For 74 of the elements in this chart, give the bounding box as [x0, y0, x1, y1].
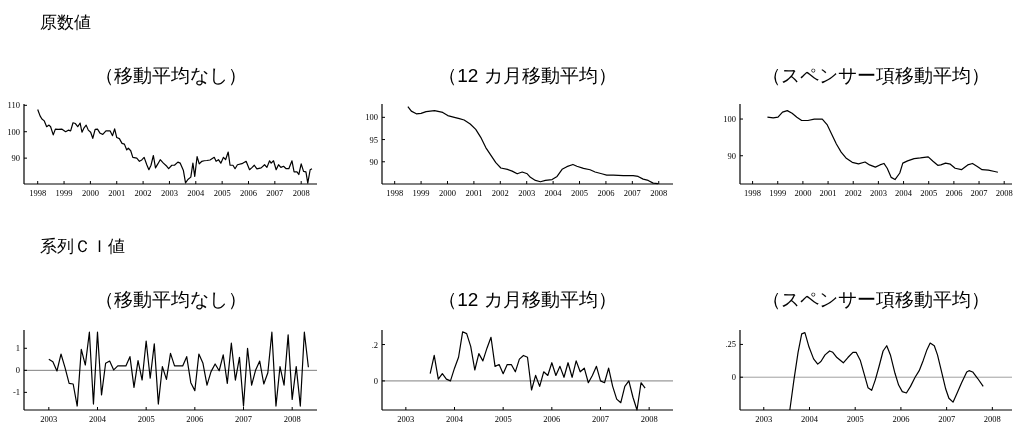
x-tick-label: 2005	[846, 414, 864, 424]
title: （移動平均なし）	[94, 65, 247, 86]
x-tick-label: 2001	[108, 188, 126, 198]
y-tick-label: -1	[12, 387, 20, 398]
x-tick-label: 2002	[134, 188, 152, 198]
x-tick-label: 2001	[465, 188, 483, 198]
x-tick-label: 1999	[55, 188, 73, 198]
x-tick-label: 2003	[869, 188, 887, 198]
x-tick-label: 2002	[844, 188, 862, 198]
x-tick-label: 2008	[283, 414, 301, 424]
x-tick-label: 2008	[640, 414, 658, 424]
x-tick-label: 2004	[895, 188, 913, 198]
x-tick-label: 2006	[543, 414, 561, 424]
title: （スペンサー項移動平均）	[762, 289, 990, 310]
x-tick-label: 2006	[597, 188, 615, 198]
y-tick-label: 90	[727, 150, 736, 161]
x-tick-label: 2007	[235, 414, 253, 424]
y-tick-label: 90	[369, 156, 378, 167]
x-tick-label: 2008	[292, 188, 310, 198]
x-tick-label: 2003	[160, 188, 178, 198]
x-tick-label: 2004	[187, 188, 206, 198]
y-tick-label: 100	[7, 126, 20, 137]
x-tick-label: 1999	[412, 188, 430, 198]
x-tick-label: 2007	[623, 188, 641, 198]
x-tick-label: 2006	[892, 414, 910, 424]
y-tick-label: 1	[15, 343, 20, 354]
x-tick-label: 2007	[938, 414, 956, 424]
x-tick-label: 2002	[491, 188, 509, 198]
x-tick-label: 2000	[794, 188, 812, 198]
x-tick-label: 2007	[970, 188, 988, 198]
title: （12 カ月移動平均）	[438, 289, 617, 310]
y-tick-label: 110	[7, 100, 20, 111]
title: 系列ＣＩ値	[40, 237, 125, 256]
x-tick-label: 2005	[137, 414, 155, 424]
title: （スペンサー項移動平均）	[762, 65, 990, 86]
x-tick-label: 2001	[819, 188, 837, 198]
title: （移動平均なし）	[94, 289, 247, 310]
x-tick-label: 1999	[769, 188, 787, 198]
x-tick-label: 2003	[518, 188, 536, 198]
x-tick-label: 2005	[213, 188, 231, 198]
y-tick-label: 0	[15, 365, 20, 376]
x-tick-label: 2007	[591, 414, 609, 424]
x-tick-label: 2008	[995, 188, 1013, 198]
x-tick-label: 1998	[29, 188, 47, 198]
x-tick-label: 2004	[446, 414, 464, 424]
y-tick-label: 0	[731, 372, 736, 383]
x-tick-label: 2004	[88, 414, 107, 424]
x-tick-label: 2005	[571, 188, 589, 198]
x-tick-label: 2005	[920, 188, 938, 198]
x-tick-label: 2008	[650, 188, 668, 198]
x-tick-label: 1998	[744, 188, 762, 198]
title: 原数値	[40, 13, 91, 32]
x-tick-label: 2000	[438, 188, 456, 198]
y-tick-label: 100	[723, 114, 736, 125]
x-tick-label: 2003	[755, 414, 773, 424]
x-tick-label: 2000	[81, 188, 99, 198]
x-tick-label: 2003	[397, 414, 415, 424]
x-tick-label: 2004	[544, 188, 563, 198]
x-tick-label: 2008	[983, 414, 1001, 424]
x-tick-label: 2005	[494, 414, 512, 424]
y-tick-label: .2	[371, 339, 378, 350]
y-tick-label: 95	[369, 134, 378, 145]
y-tick-label: .25	[725, 339, 736, 350]
x-tick-label: 2006	[239, 188, 257, 198]
title: （12 カ月移動平均）	[438, 65, 617, 86]
y-tick-label: 90	[11, 153, 20, 164]
x-tick-label: 2006	[945, 188, 963, 198]
x-tick-label: 2006	[186, 414, 204, 424]
x-tick-label: 1998	[386, 188, 404, 198]
x-tick-label: 2004	[800, 414, 819, 424]
x-tick-label: 2003	[40, 414, 58, 424]
y-tick-label: 0	[373, 375, 378, 386]
y-tick-label: 100	[365, 112, 378, 123]
x-tick-label: 2007	[266, 188, 284, 198]
